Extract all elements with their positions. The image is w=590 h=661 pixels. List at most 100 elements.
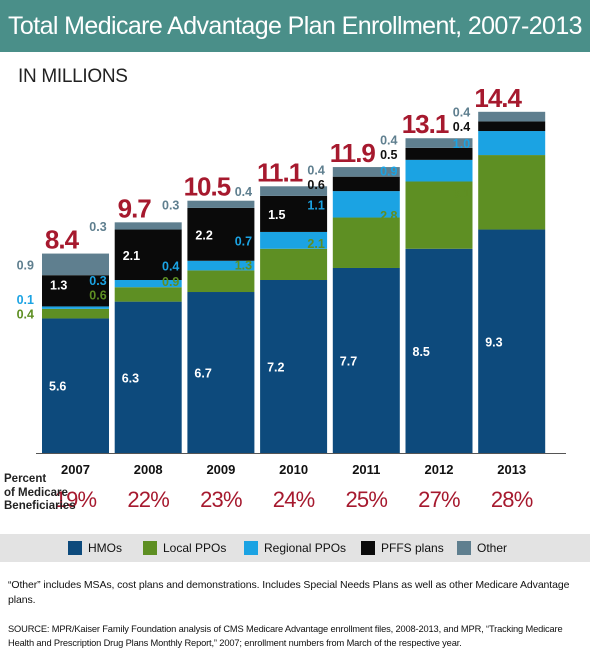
legend-label: Local PPOs (163, 541, 227, 555)
data-label-2007-pffs-plans: 1.3 (50, 279, 67, 293)
data-label-2008-regional-ppos: 0.3 (89, 274, 106, 288)
units-label: IN MILLIONS (18, 66, 128, 87)
legend: HMOs Local PPOs Regional PPOs PFFS plans Oth… (0, 534, 590, 562)
data-label-2013-pffs-plans: 0.4 (453, 120, 470, 134)
data-label-2012-regional-ppos: 0.9 (380, 165, 397, 179)
data-label-2013-local-ppos: 3.1 (453, 186, 470, 200)
chart-title: Total Medicare Advantage Plan Enrollment… (8, 12, 583, 40)
data-label-2007-regional-ppos: 0.1 (17, 293, 34, 307)
data-label-2007-local-ppos: 0.4 (17, 308, 34, 322)
bar-2012-regional-ppos (405, 159, 473, 182)
data-label-2012-other: 0.4 (380, 133, 397, 147)
data-label-2011-regional-ppos: 1.1 (307, 198, 324, 212)
bar-2013-regional-ppos (478, 131, 546, 156)
data-label-2007-hmos: 5.6 (49, 380, 66, 394)
bar-2008-hmos (114, 301, 182, 453)
bar-2008-pffs-plans (114, 229, 182, 280)
data-label-2010-hmos: 7.2 (267, 361, 284, 375)
data-label-2010-local-ppos: 1.3 (235, 258, 252, 272)
legend-swatch (244, 541, 258, 555)
data-label-2011-local-ppos: 2.1 (307, 237, 324, 251)
bar-2009-pffs-plans (187, 207, 255, 261)
bar-2010-pffs-plans (260, 195, 328, 232)
x-tick-label-2011: 2011 (352, 462, 380, 477)
percent-beneficiaries-2011: 25% (345, 487, 387, 512)
percent-label-line-2: of Medicare (4, 486, 68, 499)
percent-label-line-3: Beneficiaries (4, 500, 76, 512)
total-label-2011: 11.9 (330, 138, 376, 168)
footnote: “Other” includes MSAs, cost plans and de… (8, 579, 570, 606)
bar-2008-regional-ppos (114, 280, 182, 288)
percent-beneficiaries-2007: 19% (55, 487, 97, 512)
bar-2013-other (478, 111, 546, 122)
bar-2007-hmos (42, 318, 109, 453)
bar-2013-local-ppos (478, 155, 546, 230)
source-note: SOURCE: MPR/Kaiser Family Foundation ana… (8, 624, 563, 648)
legend-label: PFFS plans (381, 541, 444, 555)
data-label-2013-regional-ppos: 1.0 (453, 137, 470, 151)
data-label-2008-hmos: 6.3 (122, 371, 139, 385)
percent-beneficiaries-2008: 22% (127, 487, 169, 512)
bar-2009-other (187, 200, 255, 208)
bar-2011-local-ppos (332, 217, 400, 268)
bar-2009-hmos (187, 292, 255, 453)
bar-2008-local-ppos (114, 287, 182, 302)
legend-label: HMOs (88, 541, 122, 555)
bar-2007-regional-ppos (42, 306, 109, 309)
percent-beneficiaries-label: Percent of Medicare Beneficiaries (4, 473, 76, 514)
bar-2012-local-ppos (405, 181, 473, 249)
bar-2007-other (42, 253, 109, 276)
legend-swatch (457, 541, 471, 555)
bar-2010-hmos (260, 280, 328, 453)
bar-2009-local-ppos (187, 270, 255, 293)
x-tick-label-2012: 2012 (425, 462, 454, 477)
data-label-2013-other: 0.4 (453, 106, 470, 120)
data-label-2012-pffs-plans: 0.5 (380, 148, 397, 162)
data-label-2007-other: 0.9 (17, 258, 34, 272)
stacked-bar-chart: 5.60.40.11.30.98.4200719%6.30.60.32.10.3… (17, 83, 566, 512)
bar-2011-other (332, 167, 400, 177)
percent-beneficiaries-2010: 24% (273, 487, 315, 512)
data-label-2010-pffs-plans: 1.5 (268, 208, 285, 222)
legend-swatch (361, 541, 375, 555)
data-label-2011-pffs-plans: 0.6 (307, 178, 324, 192)
bar-2007-local-ppos (42, 308, 109, 319)
bar-2012-pffs-plans (405, 147, 473, 160)
x-tick-label-2009: 2009 (206, 462, 235, 477)
legend-swatch (68, 541, 82, 555)
bar-2013-hmos (478, 229, 546, 453)
bar-2007-pffs-plans (42, 275, 109, 307)
percent-beneficiaries-2009: 23% (200, 487, 242, 512)
bar-2010-other (260, 186, 328, 196)
legend-label: Other (477, 541, 508, 555)
total-label-2012: 13.1 (402, 109, 449, 139)
data-label-2010-regional-ppos: 0.7 (235, 234, 252, 248)
data-label-2012-hmos: 8.5 (413, 345, 430, 359)
data-label-2010-other: 0.4 (235, 185, 252, 199)
bar-2011-pffs-plans (332, 176, 400, 192)
total-label-2009: 10.5 (184, 172, 231, 202)
data-label-2008-other: 0.3 (89, 220, 106, 234)
data-label-2009-other: 0.3 (162, 198, 179, 212)
x-tick-label-2007: 2007 (61, 462, 90, 477)
data-label-2011-other: 0.4 (307, 163, 324, 177)
total-label-2010: 11.1 (257, 157, 303, 187)
x-tick-label-2008: 2008 (134, 462, 163, 477)
data-label-2011-hmos: 7.7 (340, 354, 357, 368)
legend-swatch (143, 541, 157, 555)
bar-2011-hmos (332, 267, 400, 453)
data-label-2008-pffs-plans: 2.1 (123, 249, 140, 263)
x-tick-label-2013: 2013 (497, 462, 526, 477)
total-label-2007: 8.4 (45, 225, 80, 255)
total-label-2008: 9.7 (118, 193, 152, 223)
percent-beneficiaries-2013: 28% (491, 487, 533, 512)
data-label-2008-local-ppos: 0.6 (89, 288, 106, 302)
data-label-2009-regional-ppos: 0.4 (162, 260, 179, 274)
total-label-2013: 14.4 (474, 83, 522, 113)
bar-2011-regional-ppos (332, 191, 400, 218)
data-label-2009-local-ppos: 0.9 (162, 275, 179, 289)
bar-2009-regional-ppos (187, 260, 255, 271)
bar-2010-local-ppos (260, 248, 328, 280)
bar-2010-regional-ppos (260, 231, 328, 249)
x-tick-label-2010: 2010 (279, 462, 308, 477)
